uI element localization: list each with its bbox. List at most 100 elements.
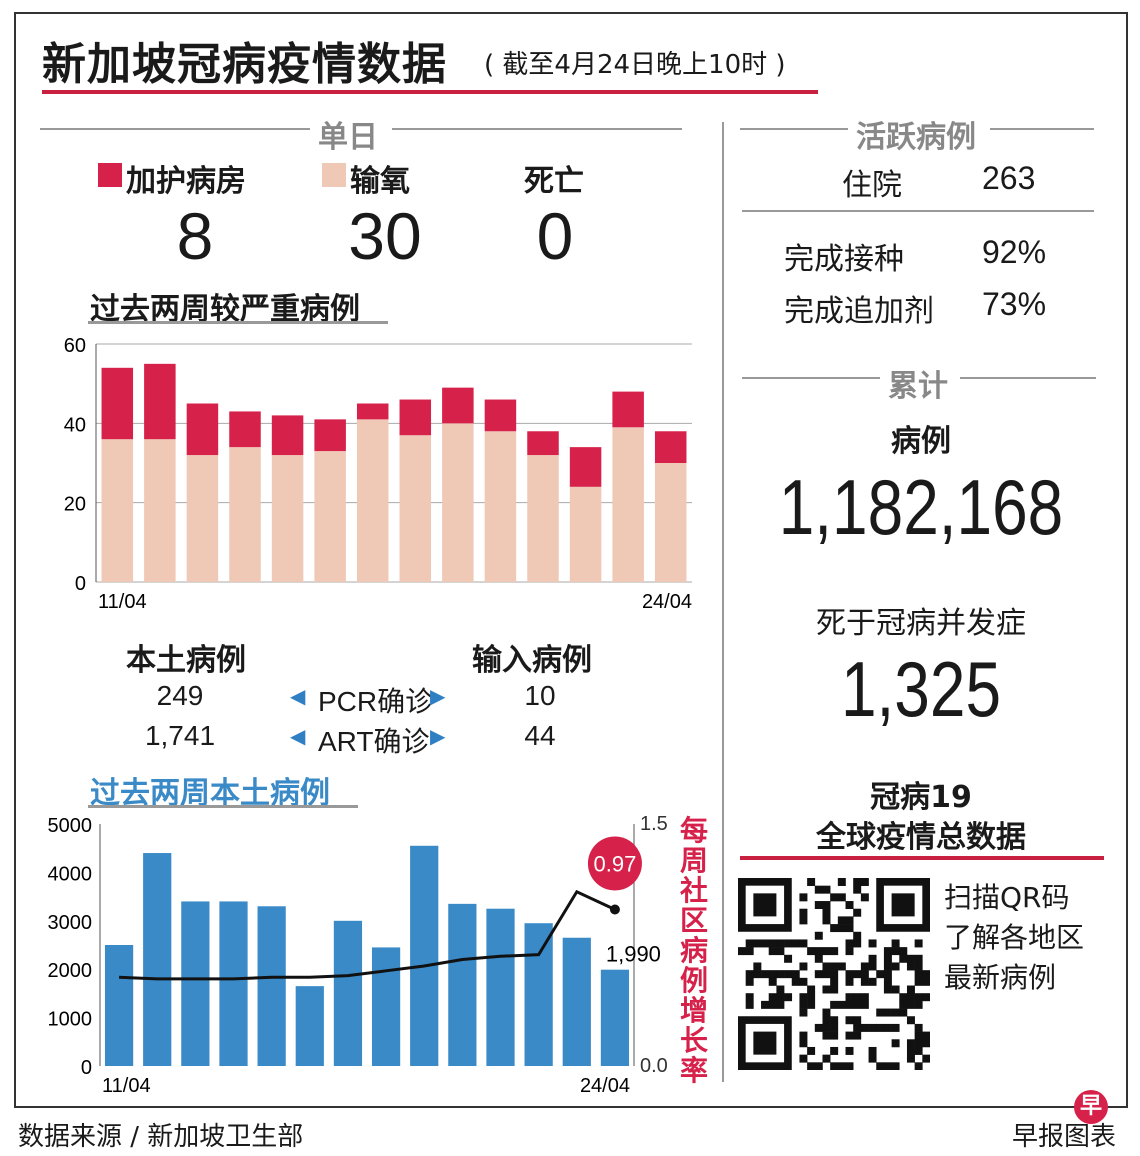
qr-module bbox=[899, 947, 908, 956]
qr-module bbox=[845, 1046, 854, 1055]
infographic-frame bbox=[14, 12, 1128, 1108]
y-tick-label: 40 bbox=[64, 414, 86, 436]
oxygen-bar-segment bbox=[442, 423, 474, 582]
icu-bar-segment bbox=[612, 391, 644, 428]
qr-module bbox=[822, 962, 831, 971]
qr-finder-core bbox=[891, 893, 915, 917]
qr-module bbox=[845, 1000, 854, 1009]
local-cases-label: 本土病例 bbox=[126, 643, 246, 678]
local-art-value: 1,741 bbox=[144, 720, 216, 751]
qr-module bbox=[807, 947, 816, 956]
qr-module bbox=[784, 939, 793, 948]
local-heading-underline bbox=[88, 805, 358, 808]
qr-module bbox=[776, 947, 785, 956]
qr-module bbox=[883, 1023, 892, 1032]
left-arrow-icon: ◀ bbox=[290, 724, 306, 748]
qr-module bbox=[784, 993, 793, 1002]
qr-module bbox=[784, 970, 793, 979]
qr-module bbox=[745, 1000, 754, 1009]
qr-module bbox=[906, 1000, 915, 1009]
qr-module bbox=[799, 1039, 808, 1048]
right-axis-label-char: 例 bbox=[680, 965, 708, 996]
qr-module bbox=[799, 908, 808, 917]
qr-module bbox=[822, 1016, 831, 1025]
growth-rate-badge bbox=[587, 836, 642, 891]
qr-module bbox=[914, 1031, 923, 1040]
qr-module bbox=[776, 1000, 785, 1009]
qr-module bbox=[837, 1062, 846, 1070]
y-tick-label: 3000 bbox=[48, 912, 93, 934]
cumulative-cases-label: 病例 bbox=[891, 424, 951, 459]
qr-module bbox=[837, 962, 846, 971]
x-tick-label: 11/04 bbox=[102, 1075, 151, 1097]
deaths-value: 0 bbox=[536, 199, 574, 273]
qr-module bbox=[753, 939, 762, 948]
qr-module bbox=[922, 993, 930, 1002]
qr-module bbox=[822, 916, 831, 925]
qr-finder-core bbox=[753, 1031, 777, 1055]
x-tick-label: 24/04 bbox=[580, 1075, 630, 1097]
qr-module bbox=[814, 954, 823, 963]
column-divider bbox=[722, 122, 724, 1082]
local-cases-bar bbox=[410, 845, 439, 1066]
qr-module bbox=[753, 962, 762, 971]
oxygen-bar-segment bbox=[271, 455, 304, 582]
qr-module bbox=[768, 947, 777, 956]
growth-rate-line bbox=[119, 889, 616, 981]
icu-bar-segment bbox=[314, 419, 346, 452]
qr-module bbox=[845, 939, 854, 948]
oxygen-bar-segment bbox=[484, 431, 517, 582]
booster-label: 完成追加剂 bbox=[784, 294, 934, 329]
qr-module bbox=[814, 885, 823, 894]
right-axis-label-char: 病 bbox=[680, 935, 708, 966]
qr-code-icon[interactable] bbox=[738, 878, 930, 1070]
right-axis-label-char: 率 bbox=[680, 1054, 708, 1086]
qr-module bbox=[830, 962, 839, 971]
qr-module bbox=[853, 878, 862, 886]
qr-module bbox=[899, 1000, 908, 1009]
qr-module bbox=[922, 1054, 930, 1063]
icu-bar-segment bbox=[484, 399, 517, 432]
oxygen-bar-segment bbox=[229, 447, 261, 582]
local-cases-bar bbox=[104, 945, 134, 1066]
icu-bar-segment bbox=[101, 367, 134, 440]
qr-module bbox=[868, 954, 877, 963]
oxygen-legend-swatch bbox=[322, 163, 346, 187]
oxygen-bar-segment bbox=[569, 486, 602, 582]
local-cases-bar bbox=[333, 920, 363, 1066]
oxygen-label: 输氧 bbox=[350, 164, 410, 199]
last-bar-value-label: 1,990 bbox=[606, 942, 661, 967]
local-cases-bar bbox=[371, 947, 401, 1066]
cumulative-divider-left bbox=[742, 377, 880, 379]
severe-cases-chart: 0 20 40 60 11/04 24/04 bbox=[64, 335, 692, 613]
qr-module bbox=[853, 931, 862, 940]
booster-value: 73% bbox=[982, 286, 1047, 322]
qr-module bbox=[914, 1000, 923, 1009]
qr-module bbox=[853, 1031, 862, 1040]
local-cases-bar bbox=[448, 903, 477, 1066]
qr-module bbox=[860, 1000, 869, 1009]
qr-module bbox=[745, 977, 754, 986]
qr-module bbox=[853, 1016, 862, 1025]
qr-module bbox=[799, 939, 808, 948]
oxygen-bar-segment bbox=[356, 419, 389, 582]
qr-module bbox=[814, 1023, 823, 1032]
right-axis-label-char: 区 bbox=[680, 905, 708, 936]
qr-module bbox=[891, 939, 900, 948]
qr-module bbox=[860, 977, 869, 986]
qr-module bbox=[776, 985, 785, 994]
qr-module bbox=[845, 901, 854, 910]
qr-caption-line3: 最新病例 bbox=[944, 961, 1057, 994]
qr-module bbox=[784, 954, 793, 963]
icu-bar-segment bbox=[442, 387, 474, 424]
icu-bar-segment bbox=[356, 403, 389, 420]
qr-module bbox=[761, 1000, 770, 1009]
oxygen-bar-segment bbox=[527, 455, 559, 582]
growth-rate-label: 0.97 bbox=[594, 852, 637, 877]
qr-module bbox=[853, 993, 862, 1002]
active-divider-right bbox=[990, 128, 1094, 130]
qr-module bbox=[845, 1062, 854, 1070]
local-cases-bar bbox=[257, 906, 286, 1066]
local-cases-bar bbox=[486, 908, 515, 1066]
qr-module bbox=[745, 947, 754, 956]
